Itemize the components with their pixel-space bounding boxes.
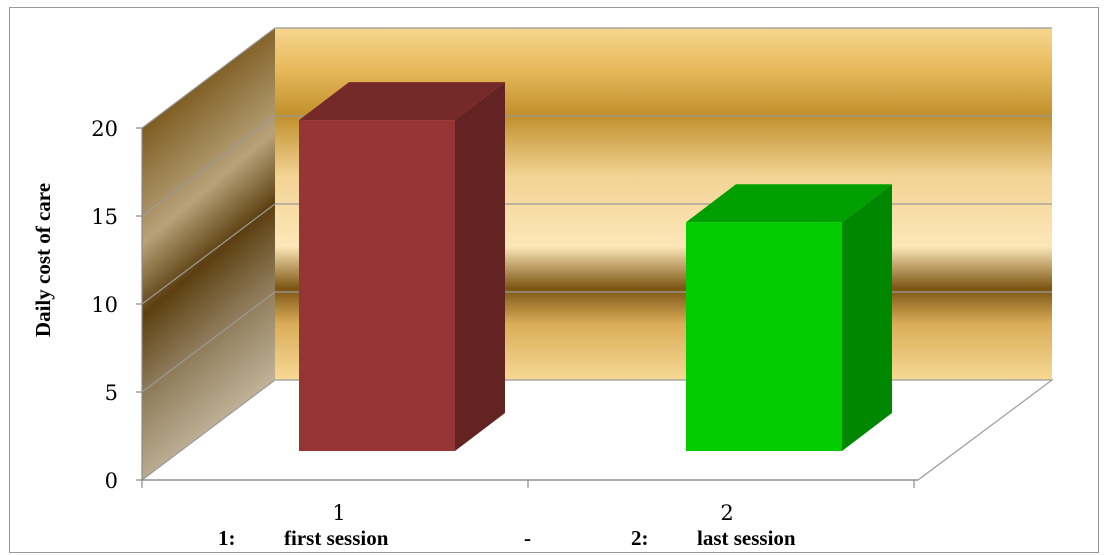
gridline-side bbox=[141, 291, 276, 393]
bar-front-face bbox=[299, 120, 455, 452]
gridline-side bbox=[141, 203, 276, 305]
caption-item2-key: 2: bbox=[631, 526, 649, 550]
y-tick-label: 15 bbox=[91, 205, 118, 229]
bar-top-face bbox=[299, 82, 505, 121]
bar-2 bbox=[686, 184, 892, 451]
x-axis-ticks bbox=[141, 480, 915, 488]
y-axis-ticks: 0 5 10 15 20 bbox=[91, 117, 142, 493]
y-tick-label: 0 bbox=[105, 469, 118, 493]
y-tick-label: 10 bbox=[91, 293, 118, 317]
gridline-side bbox=[141, 115, 276, 217]
y-tick-label: 20 bbox=[91, 117, 118, 141]
caption-item1-key: 1: bbox=[218, 526, 236, 550]
bar-side-face bbox=[455, 82, 505, 452]
x-tick-label: 1 bbox=[332, 501, 345, 525]
bars bbox=[299, 82, 892, 452]
floor bbox=[140, 379, 1054, 481]
y-axis-label: Daily cost of care bbox=[31, 183, 55, 337]
gridline-side bbox=[141, 27, 276, 129]
caption-item1-text: first session bbox=[284, 526, 389, 550]
bar-top-face bbox=[686, 184, 892, 223]
bar-side-face bbox=[842, 184, 892, 451]
y-tick-label: 5 bbox=[105, 381, 118, 405]
caption-separator: - bbox=[524, 526, 531, 550]
bar-1 bbox=[299, 82, 505, 452]
x-tick-label: 2 bbox=[720, 501, 733, 525]
bar-front-face bbox=[686, 222, 842, 451]
caption-item2-text: last session bbox=[697, 526, 796, 550]
